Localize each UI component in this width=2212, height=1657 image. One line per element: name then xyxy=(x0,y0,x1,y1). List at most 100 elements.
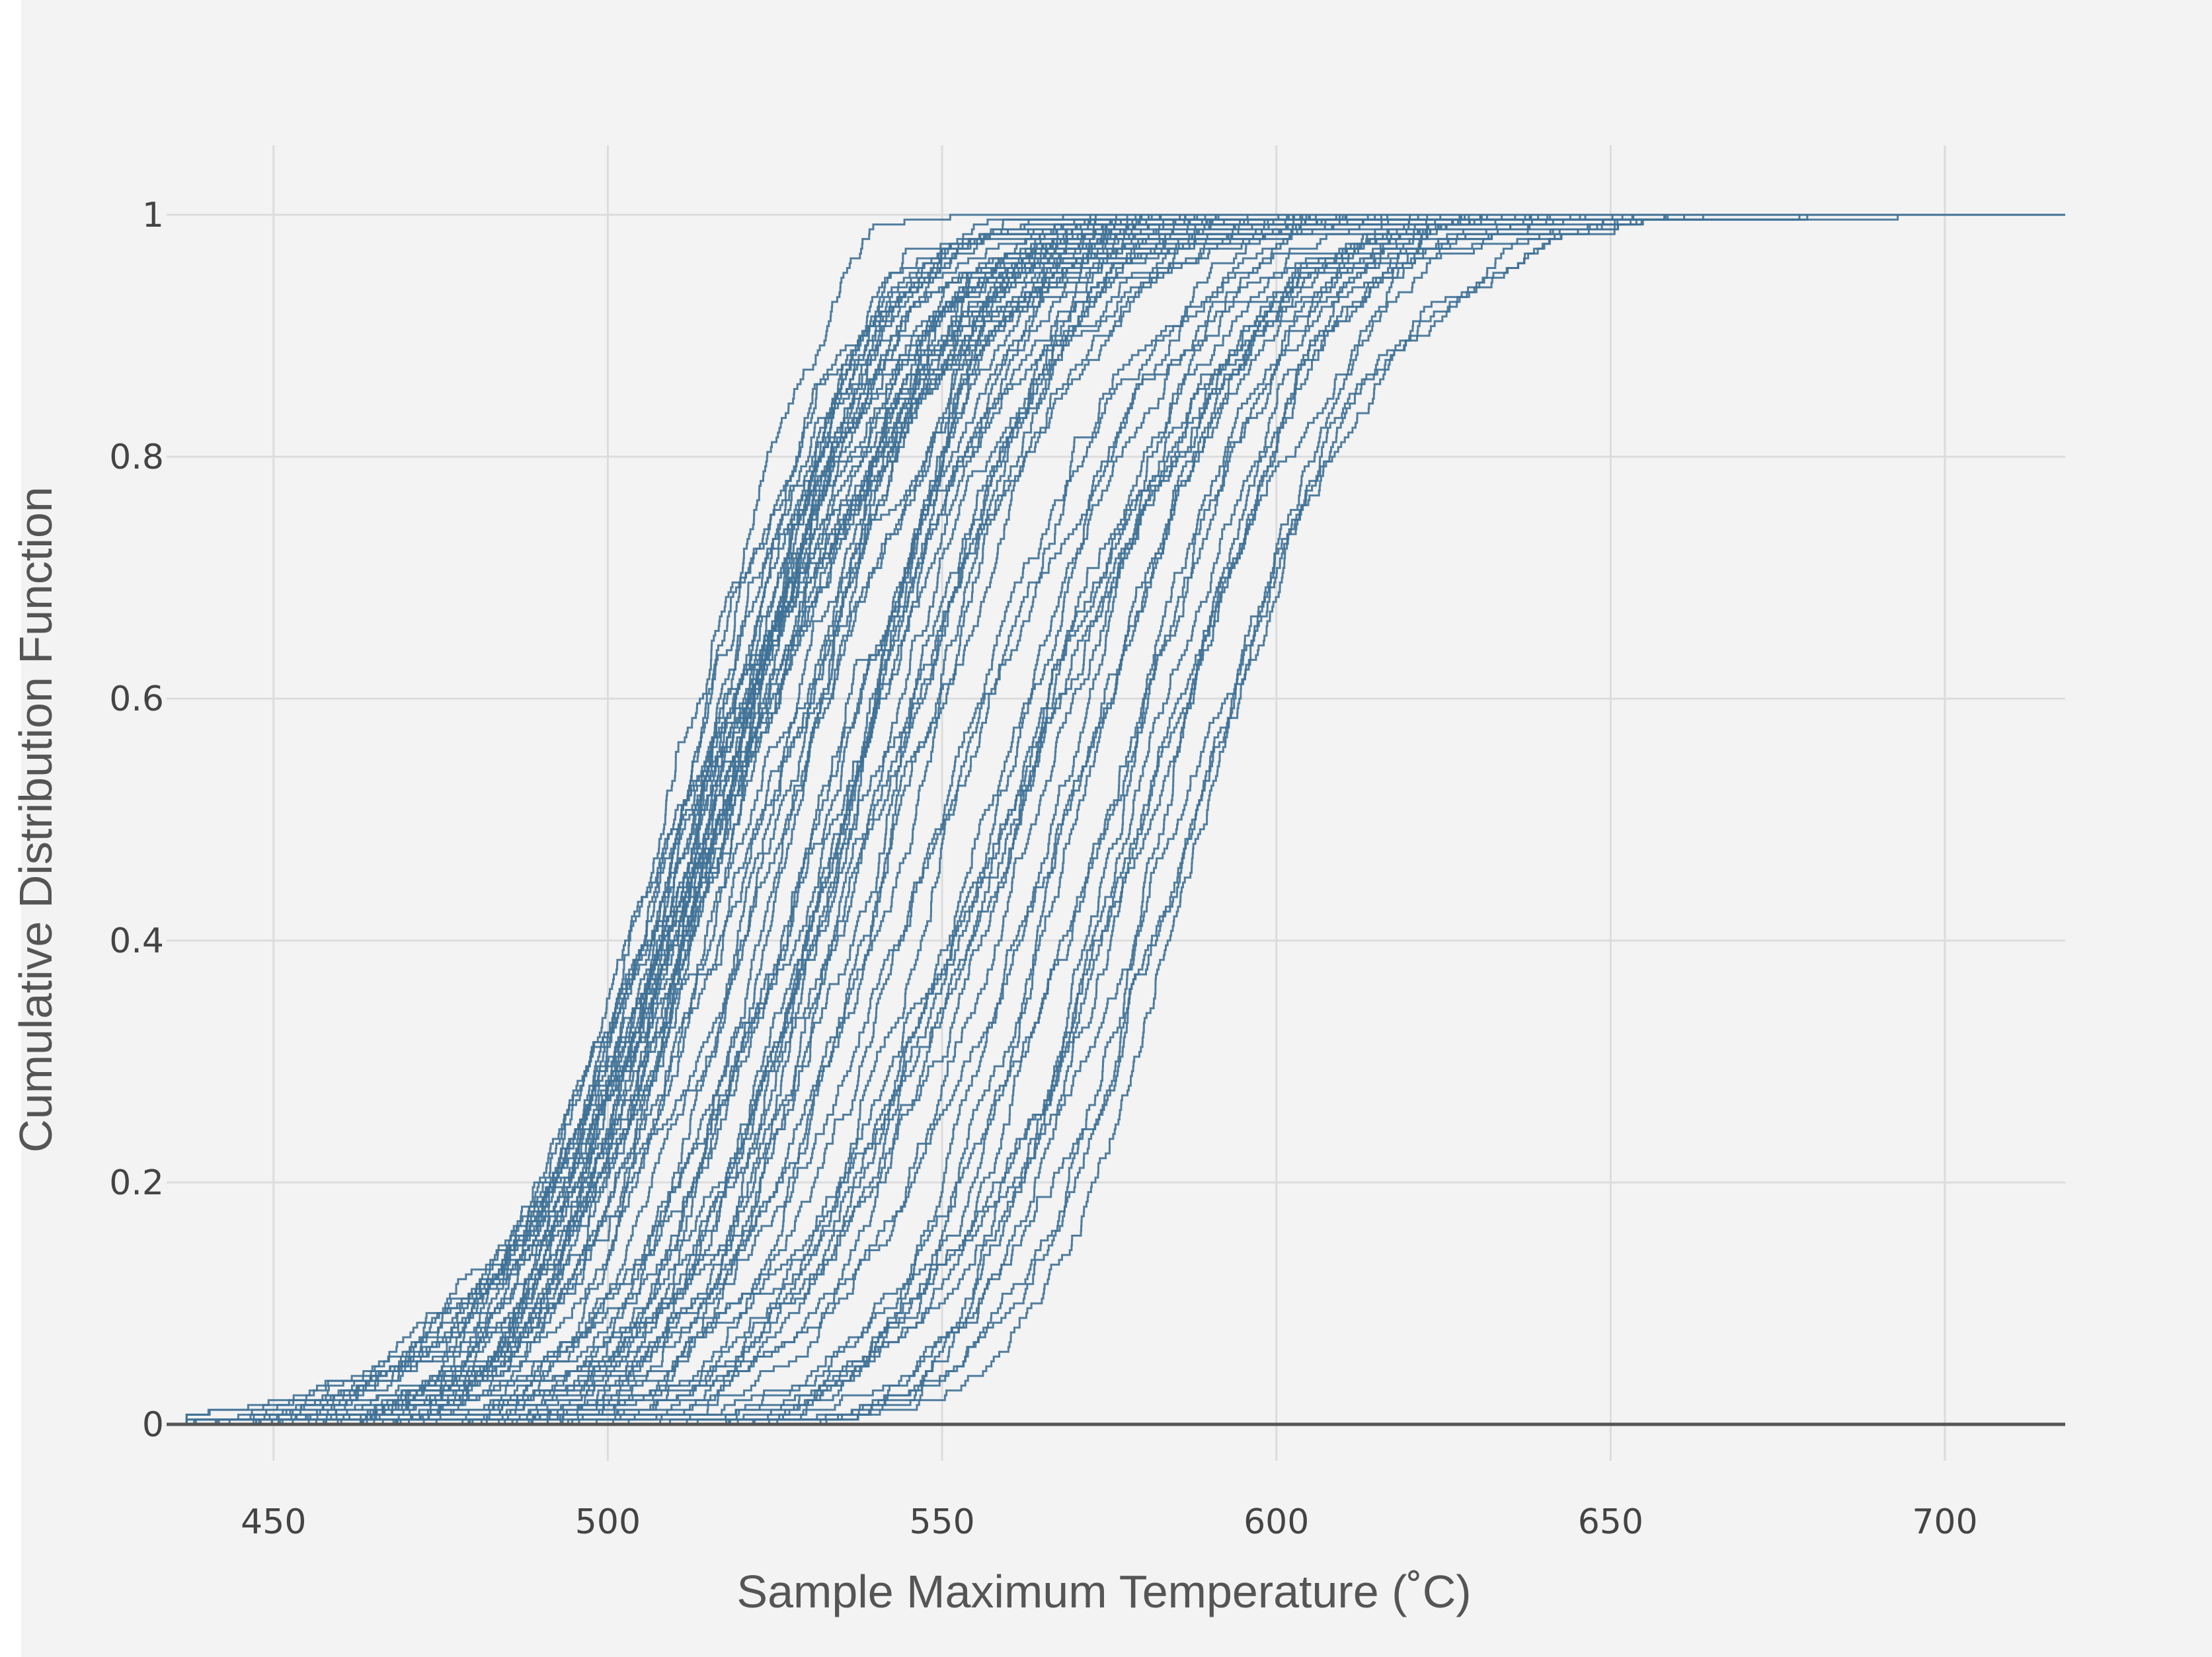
cdf-series-line xyxy=(167,213,2065,1426)
cdf-series-line xyxy=(167,213,2065,1426)
y-axis-ticks: 0 0.2 0.4 0.6 0.8 1 xyxy=(109,196,164,1445)
y-tick-label: 0.2 xyxy=(109,1163,164,1203)
cdf-series-line xyxy=(167,213,2065,1426)
cdf-series-line xyxy=(167,213,2065,1426)
cdf-series-line xyxy=(167,213,2065,1426)
cdf-series-line xyxy=(167,213,2065,1426)
cdf-series-line xyxy=(167,213,2065,1426)
x-tick-label: 650 xyxy=(1578,1502,1643,1542)
cdf-series-line xyxy=(167,213,2065,1426)
cdf-series-line xyxy=(167,213,2065,1426)
cdf-series-line xyxy=(167,213,2065,1426)
x-tick-label: 600 xyxy=(1244,1502,1309,1542)
cdf-series-line xyxy=(167,213,2065,1426)
cdf-series-line xyxy=(167,213,2065,1426)
cdf-series-line xyxy=(167,213,2065,1426)
cdf-series-line xyxy=(167,213,2065,1426)
cdf-series-line xyxy=(167,213,2065,1426)
cdf-series-line xyxy=(167,213,2065,1426)
cdf-series-line xyxy=(167,213,2065,1426)
cdf-series-line xyxy=(167,213,2065,1426)
cdf-series-line xyxy=(167,213,2065,1426)
cdf-series-line xyxy=(167,213,2065,1426)
cdf-series-line xyxy=(167,213,2065,1426)
cdf-series-line xyxy=(167,213,2065,1426)
cdf-series-line xyxy=(167,213,2065,1426)
cdf-series-line xyxy=(167,213,2065,1426)
cdf-series-line xyxy=(167,213,2065,1426)
cdf-series-line xyxy=(167,213,2065,1426)
cdf-series-line xyxy=(167,213,2065,1426)
cdf-series-line xyxy=(167,213,2065,1426)
x-axis-ticks: 450 500 550 600 650 700 xyxy=(241,1502,1977,1542)
cdf-series-line xyxy=(167,213,2065,1426)
y-tick-label: 0 xyxy=(142,1405,164,1445)
cdf-series-line xyxy=(167,213,2065,1426)
x-tick-label: 450 xyxy=(241,1502,306,1542)
cdf-series-line xyxy=(167,213,2065,1426)
cdf-series-line xyxy=(167,213,2065,1426)
cdf-series-line xyxy=(167,213,2065,1426)
cdf-series-line xyxy=(167,213,2065,1426)
cdf-series-line xyxy=(167,213,2065,1426)
cdf-series-line xyxy=(167,213,2065,1426)
cdf-series-line xyxy=(167,213,2065,1426)
cdf-series-line xyxy=(167,213,2065,1426)
cdf-series-line xyxy=(167,213,2065,1426)
y-tick-label: 0.6 xyxy=(109,679,164,719)
x-tick-label: 550 xyxy=(909,1502,974,1542)
y-axis-title: Cumulative Distribution Function xyxy=(10,486,61,1153)
cdf-series-line xyxy=(167,213,2065,1426)
cdf-series-line xyxy=(167,213,2065,1426)
cdf-series-line xyxy=(167,213,2065,1426)
cdf-series-line xyxy=(167,213,2065,1426)
y-tick-label: 1 xyxy=(142,196,164,235)
cdf-series-line xyxy=(167,213,2065,1426)
cdf-series-line xyxy=(167,213,2065,1426)
cdf-series-line xyxy=(167,213,2065,1426)
cdf-series-line xyxy=(167,213,2065,1426)
cdf-series-line xyxy=(167,213,2065,1426)
cdf-series-line xyxy=(167,213,2065,1426)
cdf-series-line xyxy=(167,213,2065,1426)
cdf-series-line xyxy=(167,213,2065,1426)
cdf-series-line xyxy=(167,213,2065,1426)
cdf-series-line xyxy=(167,213,2065,1426)
cdf-series-line xyxy=(167,213,2065,1426)
cdf-series-line xyxy=(167,213,2065,1426)
x-axis-title: Sample Maximum Temperature (˚C) xyxy=(736,1566,1471,1617)
cdf-series-line xyxy=(167,213,2065,1426)
cdf-series-line xyxy=(167,213,2065,1426)
cdf-series-line xyxy=(167,213,2065,1426)
cdf-series-line xyxy=(167,213,2065,1426)
cdf-series-line xyxy=(167,213,2065,1426)
x-tick-label: 500 xyxy=(575,1502,641,1542)
cdf-series-line xyxy=(167,213,2065,1426)
x-tick-label: 700 xyxy=(1912,1502,1977,1542)
cdf-series-line xyxy=(167,213,2065,1426)
cdf-series-line xyxy=(167,213,2065,1426)
cdf-series-line xyxy=(167,213,2065,1426)
cdf-series-line xyxy=(167,213,2065,1426)
cdf-series-line xyxy=(167,213,2065,1426)
cdf-series-line xyxy=(167,213,2065,1426)
cdf-series-line xyxy=(167,213,2065,1426)
cdf-series-line xyxy=(167,213,2065,1426)
y-tick-label: 0.8 xyxy=(109,438,164,477)
cdf-series-line xyxy=(167,213,2065,1426)
cdf-series-line xyxy=(167,213,2065,1426)
cdf-series-line xyxy=(167,213,2065,1426)
cdf-series-line xyxy=(167,213,2065,1426)
cdf-series-line xyxy=(167,213,2065,1426)
cdf-series-line xyxy=(167,213,2065,1426)
cdf-series-line xyxy=(167,213,2065,1426)
cdf-series-line xyxy=(167,213,2065,1426)
cdf-series-line xyxy=(167,213,2065,1426)
grid-lines xyxy=(167,145,2065,1461)
cdf-series-group xyxy=(167,213,2065,1426)
cdf-series-line xyxy=(167,213,2065,1426)
cdf-series-line xyxy=(167,213,2065,1426)
y-tick-label: 0.4 xyxy=(109,921,164,961)
